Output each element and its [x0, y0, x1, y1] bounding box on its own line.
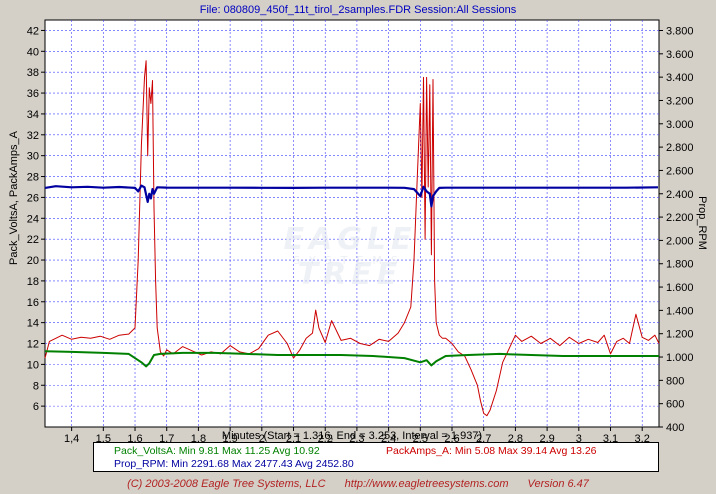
y-left-tick-label: 38: [27, 67, 39, 79]
series-line-pack-voltsa: [44, 350, 659, 368]
y-right-tick-label: 2.800: [666, 142, 694, 154]
y-left-tick-label: 28: [27, 172, 39, 184]
y-left-tick-label: 26: [27, 192, 39, 204]
y-right-tick-label: 1.000: [666, 352, 694, 364]
y-left-tick-label: 6: [33, 401, 39, 413]
footer: (C) 2003-2008 Eagle Tree Systems, LLC ht…: [0, 478, 716, 490]
y-left-tick-label: 16: [27, 297, 39, 309]
x-tick-label: 1,4: [64, 433, 79, 445]
y-left-tick-label: 10: [27, 359, 39, 371]
y-right-tick-label: 400: [666, 422, 684, 434]
y-right-tick-label: 2.400: [666, 189, 694, 201]
y-right-tick-label: 3.000: [666, 119, 694, 131]
y-left-tick-label: 36: [27, 88, 39, 100]
footer-version: Version 6.47: [527, 478, 589, 490]
y-left-tick-label: 20: [27, 255, 39, 267]
y-left-tick-label: 8: [33, 380, 39, 392]
y-left-tick-label: 32: [27, 130, 39, 142]
legend: Pack_VoltsA: Min 9.81 Max 11.25 Avg 10.9…: [93, 442, 659, 472]
series-line-packamps-a: [44, 60, 660, 417]
y-right-tick-label: 3.600: [666, 49, 694, 61]
watermark-logo: EAGLE TREE: [283, 222, 417, 292]
y-left-tick-label: 24: [27, 213, 39, 225]
y-left-tick-label: 42: [27, 25, 39, 37]
y-right-tick-label: 2.600: [666, 165, 694, 177]
series-layer: [44, 60, 660, 417]
y-right-axis-title: Prop_RPM: [696, 196, 708, 250]
x-tick-label: 2: [259, 433, 265, 445]
y-left-axis-title: Pack_VoltsA, PackAmps_A: [8, 130, 20, 265]
legend-volts: Pack_VoltsA: Min 9.81 Max 11.25 Avg 10.9…: [114, 445, 320, 457]
y-right-tick-label: 3.400: [666, 72, 694, 84]
chart-title: File: 080809_450f_11t_tirol_2samples.FDR…: [200, 4, 517, 16]
y-right-tick-label: 2.200: [666, 212, 694, 224]
x-tick-label: 3: [576, 433, 582, 445]
y-left-tick-label: 40: [27, 46, 39, 58]
y-right-tick-label: 600: [666, 399, 684, 411]
footer-copyright: (C) 2003-2008 Eagle Tree Systems, LLC: [127, 478, 326, 490]
footer-url[interactable]: http://www.eagletreesystems.com: [344, 478, 509, 490]
y-right-tick-label: 3.200: [666, 95, 694, 107]
y-right-tick-label: 800: [666, 375, 684, 387]
y-axis-left: 6 8 10 12 14 16 18 20 22 24 26 28 30 32 34 36 38 40 42: [27, 25, 45, 413]
watermark-subtitle: SYSTEMS: [293, 254, 407, 267]
y-right-tick-label: 3.800: [666, 25, 694, 37]
y-axis-right: 400 600 800 1.000 1.200 1.400 1.600 1.800 2.000 2…: [659, 25, 694, 434]
y-right-tick-label: 1.400: [666, 305, 694, 317]
y-right-tick-label: 2.000: [666, 235, 694, 247]
y-left-tick-label: 12: [27, 339, 39, 351]
legend-rpm: Prop_RPM: Min 2291.68 Max 2477.43 Avg 24…: [114, 458, 354, 470]
y-left-tick-label: 18: [27, 276, 39, 288]
y-left-tick-label: 30: [27, 151, 39, 163]
y-left-tick-label: 34: [27, 109, 39, 121]
y-left-tick-label: 22: [27, 234, 39, 246]
y-right-tick-label: 1.200: [666, 329, 694, 341]
legend-amps: PackAmps_A: Min 5.08 Max 39.14 Avg 13.26: [386, 445, 597, 457]
y-right-tick-label: 1.800: [666, 259, 694, 271]
x-axis-title: Minutes (Start = 1.316, End = 3.253, Int…: [222, 430, 482, 442]
y-left-tick-label: 14: [27, 318, 39, 330]
y-right-tick-label: 1.600: [666, 282, 694, 294]
plot-area: [44, 19, 660, 428]
series-line-prop-rpm: [44, 184, 659, 208]
